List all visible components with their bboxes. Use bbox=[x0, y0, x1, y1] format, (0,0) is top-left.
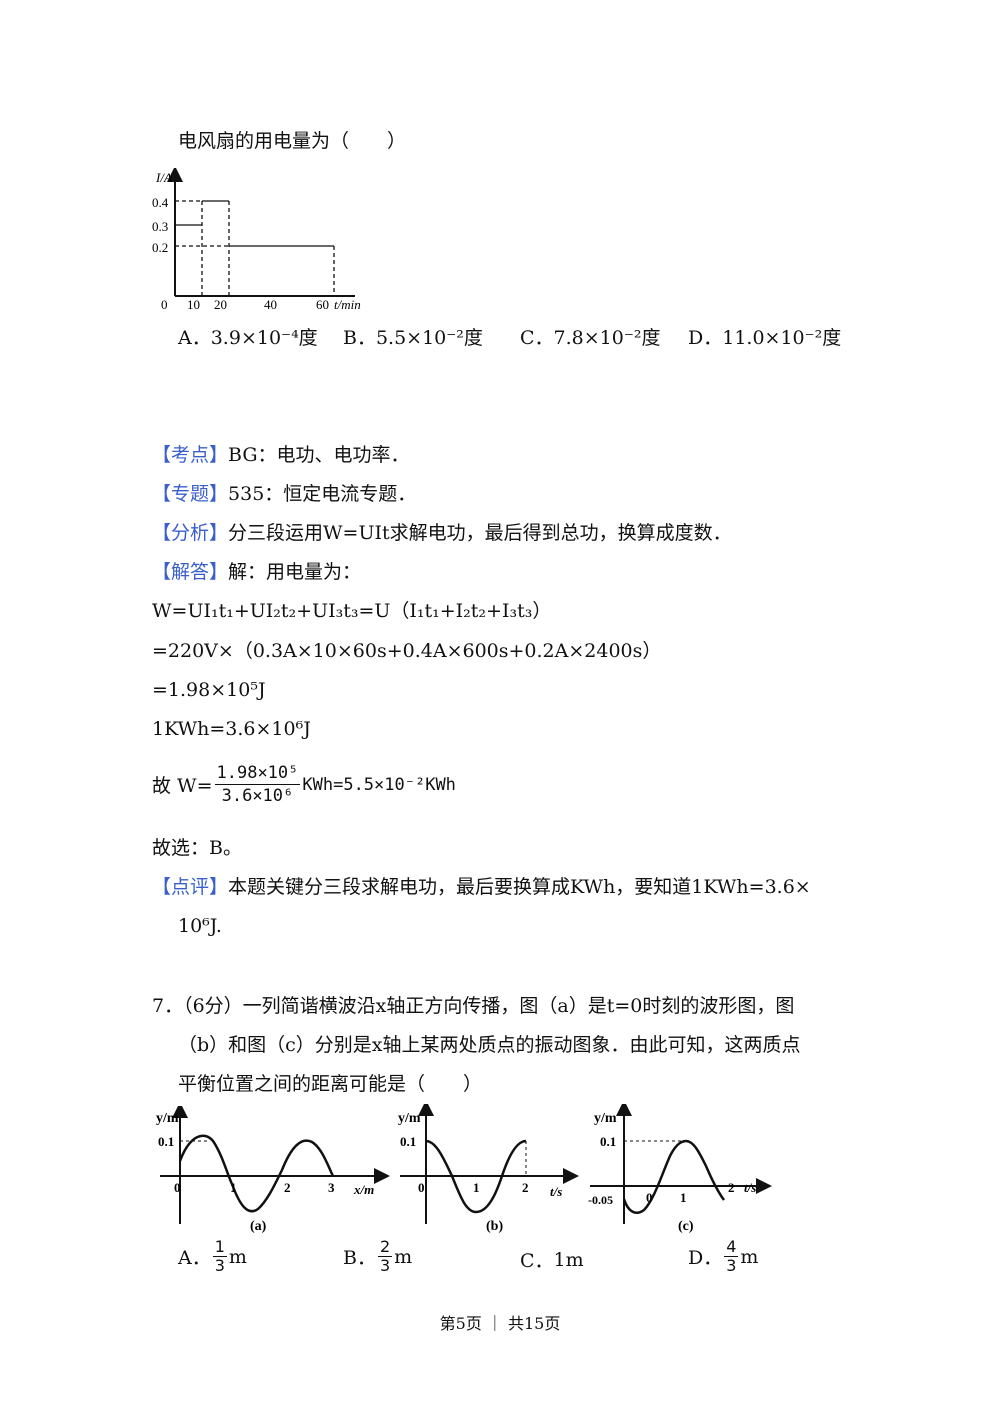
current-time-graph: I/A 0.4 0.3 0.2 0 10 20 40 60 t/min bbox=[152, 168, 361, 312]
kaodian-line: 【考点】BG：电功、电功率． bbox=[152, 442, 410, 468]
x-tick: 2 bbox=[522, 1180, 529, 1195]
fenxi-line: 【分析】分三段运用W=UIt求解电功，最后得到总功，换算成度数． bbox=[152, 520, 732, 546]
fraction-denominator: 3.6×10⁶ bbox=[221, 786, 294, 806]
fraction-denominator: 3 bbox=[214, 1256, 225, 1275]
y-tick: 0.2 bbox=[152, 240, 168, 255]
option-label: B． bbox=[343, 1247, 376, 1269]
x-tick: 1 bbox=[230, 1180, 237, 1195]
x-tick: 0 bbox=[161, 297, 168, 312]
option-label: C． bbox=[520, 1250, 554, 1272]
waveform bbox=[178, 1134, 335, 1213]
y-tick: 0.3 bbox=[152, 219, 168, 234]
equation-5: 故 W= 1.98×10⁵ 3.6×10⁶ KWh=5.5×10⁻²KWh bbox=[152, 762, 456, 807]
option-label: A． bbox=[178, 1247, 211, 1269]
option-d: D．11.0×10⁻²度 bbox=[688, 327, 842, 349]
waveform bbox=[622, 1139, 726, 1214]
x-tick: 10 bbox=[187, 297, 200, 312]
fenxi-text: 分三段运用W=UIt求解电功，最后得到总功，换算成度数． bbox=[228, 522, 732, 544]
y-axis-label: I/A bbox=[155, 170, 172, 185]
zhuanti-text: 535：恒定电流专题． bbox=[228, 483, 417, 505]
option-unit: m bbox=[394, 1245, 413, 1268]
x-axis-label: t/min bbox=[334, 297, 361, 312]
equation-2: =220V×（0.3A×10×60s+0.4A×600s+0.2A×2400s） bbox=[152, 640, 662, 662]
jieda-line: 【解答】解：用电量为： bbox=[152, 559, 361, 585]
x-tick: 0 bbox=[418, 1180, 425, 1195]
question-stem: 电风扇的用电量为（ ） bbox=[178, 130, 407, 152]
x-tick: 40 bbox=[264, 297, 277, 312]
y-axis-label: y/m bbox=[594, 1111, 617, 1126]
y-axis-label: y/m bbox=[156, 1111, 179, 1126]
zhuanti-tag: 【专题】 bbox=[152, 483, 229, 505]
caption: (b) bbox=[486, 1219, 503, 1234]
fraction-numerator: 2 bbox=[377, 1237, 393, 1257]
option-unit: m bbox=[740, 1245, 759, 1268]
jieda-tag: 【解答】 bbox=[152, 561, 229, 583]
waveform bbox=[425, 1139, 527, 1214]
option-text: 1m bbox=[553, 1248, 584, 1271]
q7-stem-line-3: 平衡位置之间的距离可能是（ ） bbox=[178, 1073, 483, 1095]
x-axis-label: t/s bbox=[550, 1184, 562, 1199]
fenxi-tag: 【分析】 bbox=[152, 522, 229, 544]
answer-line: 故选：B。 bbox=[152, 837, 242, 859]
dianping-text: 本题关键分三段求解电功，最后要换算成KWh，要知道1KWh=3.6× bbox=[228, 876, 811, 898]
fraction-denominator: 3 bbox=[379, 1256, 391, 1275]
fraction: 1.98×10⁵ 3.6×10⁶ bbox=[214, 762, 301, 807]
dianping-line-2: 10⁶J. bbox=[178, 915, 222, 937]
wave-graph-a: y/m 0.1 0 1 2 3 x/m (a) bbox=[156, 1106, 390, 1234]
x-tick: 20 bbox=[214, 297, 227, 312]
jieda-text: 解：用电量为： bbox=[228, 561, 362, 583]
page-footer: 第5页 ｜ 共15页 bbox=[439, 1314, 561, 1333]
x-tick: 0 bbox=[646, 1190, 653, 1205]
option-unit: m bbox=[228, 1245, 247, 1268]
y-tick: 0.1 bbox=[400, 1134, 416, 1149]
option-c: C．7.8×10⁻²度 bbox=[520, 327, 661, 349]
vibration-graph-b: y/m 0.1 0 1 2 t/s (b) bbox=[398, 1104, 579, 1234]
x-tick: 1 bbox=[680, 1190, 687, 1205]
option-b: B．5.5×10⁻²度 bbox=[343, 327, 483, 349]
caption: (c) bbox=[678, 1219, 694, 1234]
equation-5-prefix: 故 W= bbox=[152, 775, 213, 797]
caption: (a) bbox=[250, 1219, 267, 1234]
fraction-numerator: 1 bbox=[212, 1237, 227, 1257]
option-a: A．3.9×10⁻⁴度 bbox=[178, 327, 318, 349]
y-tick: 0.1 bbox=[158, 1134, 174, 1149]
y-tick: 0.1 bbox=[600, 1134, 616, 1149]
q7-stem-line-1: 7．（6分）一列简谐横波沿x轴正方向传播，图（a）是t=0时刻的波形图，图 bbox=[152, 995, 795, 1017]
x-axis-label: t/s bbox=[744, 1180, 756, 1195]
fraction-numerator: 4 bbox=[724, 1237, 739, 1257]
x-tick: 3 bbox=[328, 1180, 335, 1195]
equation-3: =1.98×10⁵J bbox=[152, 679, 266, 701]
x-tick: 1 bbox=[473, 1180, 480, 1195]
x-tick: 2 bbox=[284, 1180, 291, 1195]
fraction-numerator: 1.98×10⁵ bbox=[214, 763, 301, 785]
equation-5-suffix: KWh=5.5×10⁻²KWh bbox=[302, 774, 456, 795]
x-axis-label: x/m bbox=[353, 1182, 374, 1197]
kaodian-text: BG：电功、电功率． bbox=[228, 444, 410, 466]
x-tick: 60 bbox=[316, 297, 329, 312]
q7-stem-line-2: （b）和图（c）分别是x轴上某两处质点的振动图象．由此可知，这两质点 bbox=[178, 1034, 801, 1056]
zhuanti-line: 【专题】535：恒定电流专题． bbox=[152, 481, 416, 507]
x-tick: 0 bbox=[174, 1180, 181, 1195]
dianping-line: 【点评】本题关键分三段求解电功，最后要换算成KWh，要知道1KWh=3.6× bbox=[152, 874, 811, 900]
equation-1: W=UI₁t₁+UI₂t₂+UI₃t₃=U（I₁t₁+I₂t₂+I₃t₃） bbox=[152, 600, 552, 622]
y-axis-label: y/m bbox=[398, 1111, 421, 1126]
y-tick-negative: -0.05 bbox=[588, 1193, 613, 1207]
kaodian-tag: 【考点】 bbox=[152, 444, 229, 466]
y-tick: 0.4 bbox=[152, 195, 169, 210]
vibration-graph-c: y/m 0.1 -0.05 0 1 2 t/s (c) bbox=[588, 1104, 772, 1234]
dianping-tag: 【点评】 bbox=[152, 876, 229, 898]
equation-4: 1KWh=3.6×10⁶J bbox=[152, 718, 311, 740]
option-c: C． 1m bbox=[520, 1246, 584, 1273]
x-tick: 2 bbox=[728, 1180, 735, 1195]
fraction-denominator: 3 bbox=[726, 1256, 737, 1275]
option-label: D． bbox=[688, 1247, 723, 1269]
